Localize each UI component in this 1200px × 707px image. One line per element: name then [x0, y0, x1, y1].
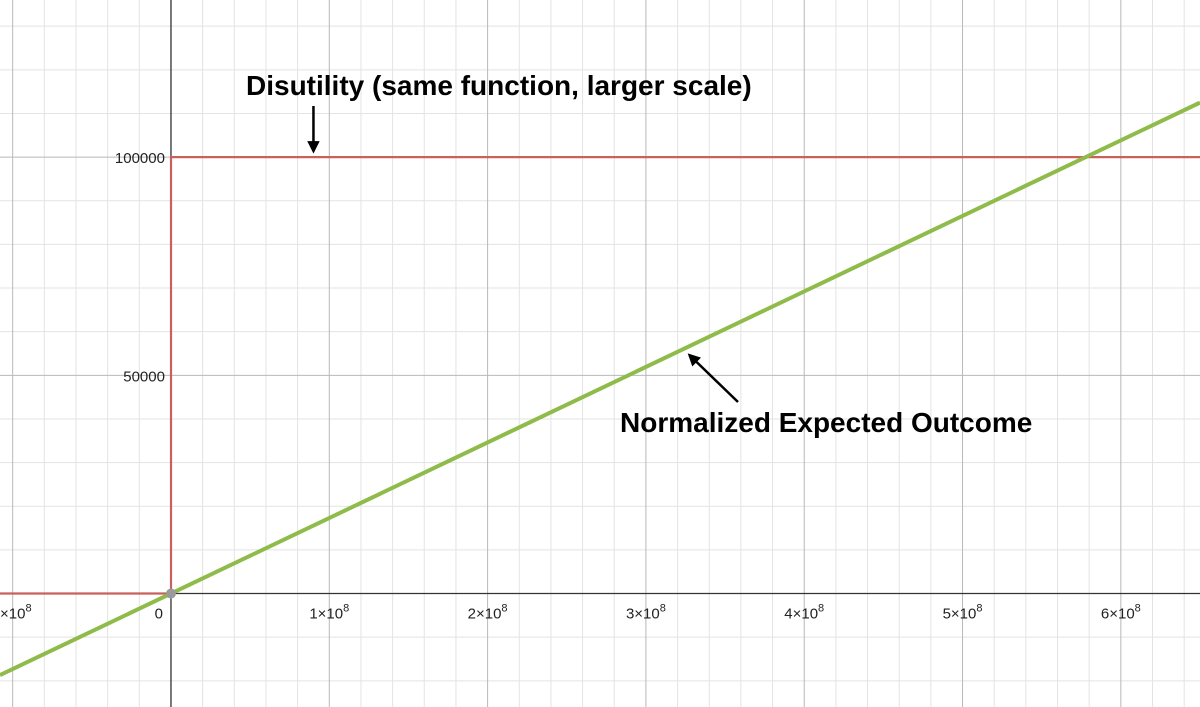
x-tick-label: 5×108 — [943, 603, 983, 623]
series-layer — [0, 100, 1200, 677]
disutility-annotation: Disutility (same function, larger scale) — [246, 70, 752, 101]
expected-outcome-arrow — [687, 353, 739, 403]
annotations: Disutility (same function, larger scale)… — [246, 70, 1032, 438]
disutility-step-line — [0, 156, 1200, 595]
x-tick-label: 2×108 — [468, 603, 508, 623]
x-tick-label: 4×108 — [784, 603, 824, 623]
tick-labels: ×108 1×108 2×108 3×108 4×108 5×108 6×108 50000 1… — [0, 150, 1141, 622]
x-tick-label: 3×108 — [626, 603, 666, 623]
expected-outcome-annotation: Normalized Expected Outcome — [620, 407, 1032, 438]
x-tick-label: ×108 — [0, 603, 32, 623]
origin-label: 0 — [155, 606, 163, 623]
origin-point — [165, 588, 176, 599]
y-tick-label: 50000 — [123, 368, 165, 385]
x-tick-label: 6×108 — [1101, 603, 1141, 623]
expected-outcome-line — [0, 100, 1200, 677]
y-tick-label: 100000 — [115, 150, 165, 167]
x-tick-label: 1×108 — [309, 603, 349, 623]
